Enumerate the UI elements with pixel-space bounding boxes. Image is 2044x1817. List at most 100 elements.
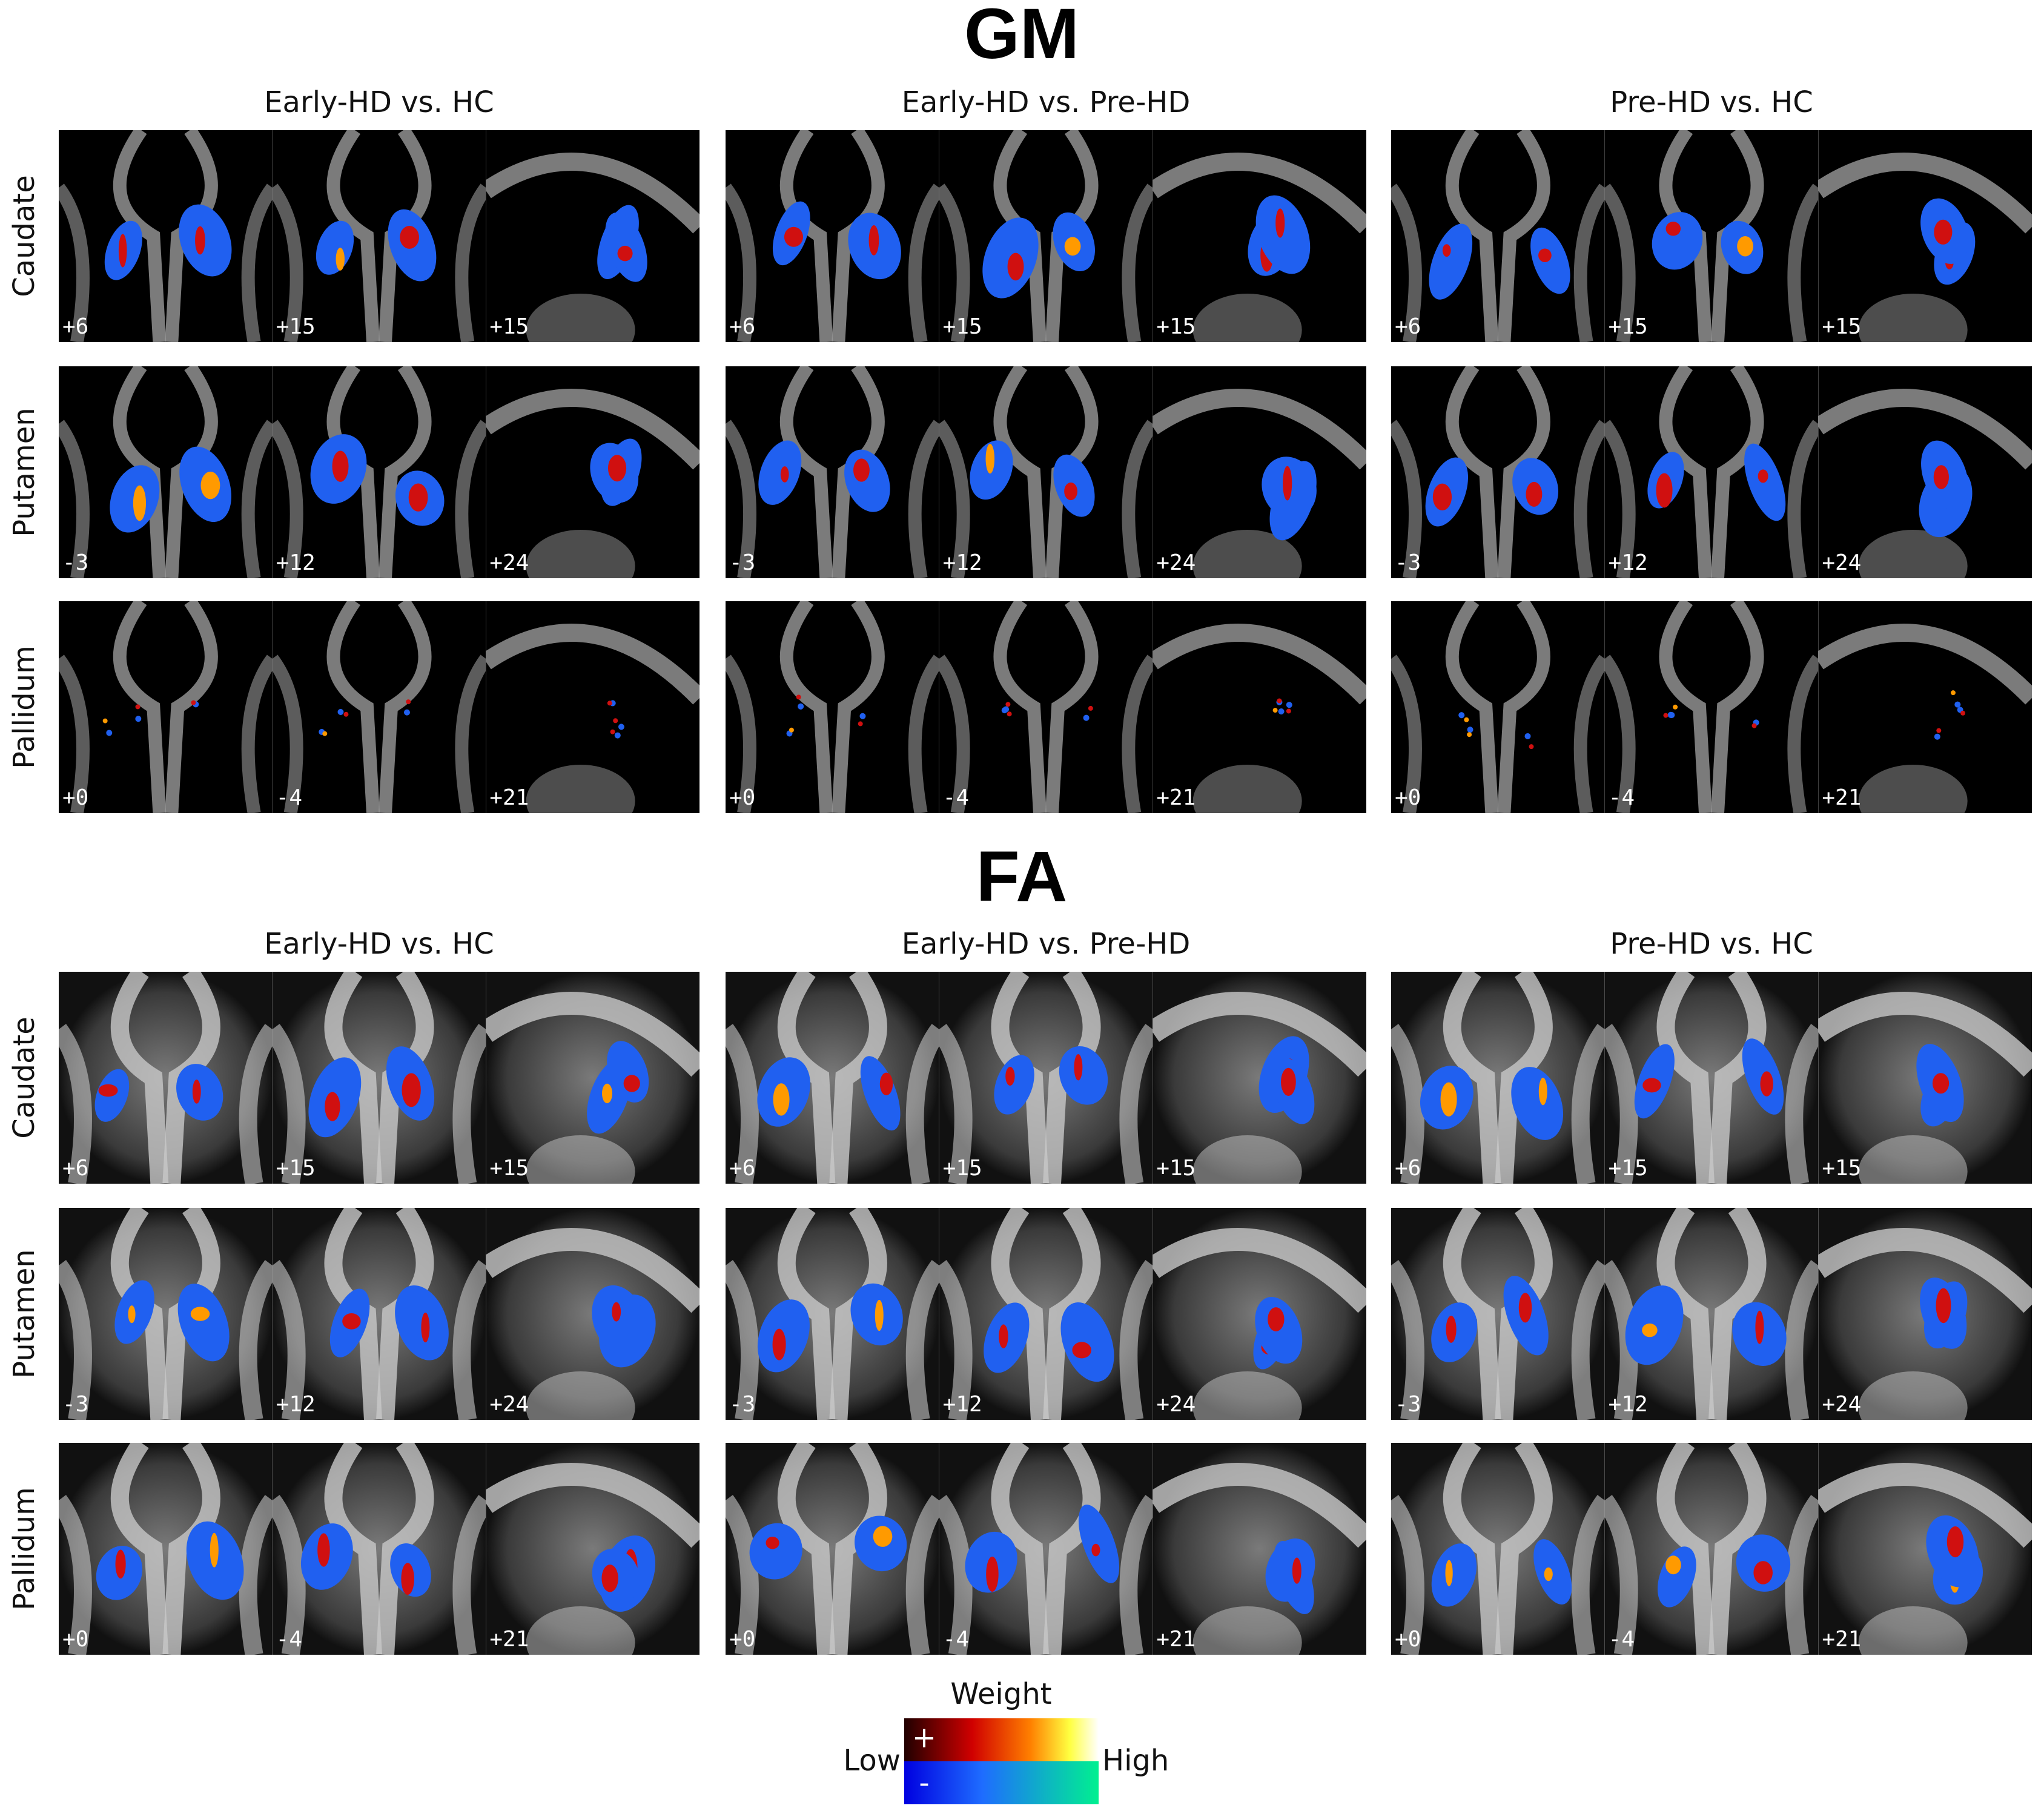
brain-structure — [777, 972, 836, 1184]
brain-structure — [1122, 655, 1153, 813]
activation-positive — [1432, 483, 1452, 511]
slice-image — [726, 972, 939, 1184]
brain-structure — [59, 1260, 92, 1420]
brain-structure — [1818, 389, 2032, 470]
image-panel: +0 -4 +21 — [59, 601, 700, 813]
slice-image — [1604, 1208, 1819, 1420]
brain-structure — [1571, 1495, 1605, 1655]
activation-positive — [343, 711, 349, 717]
image-panel: +0 -4 +21 — [1391, 1443, 2032, 1655]
slice-background — [272, 366, 486, 578]
brain-structure — [486, 1228, 700, 1313]
brain-structure — [526, 765, 635, 813]
slice-image — [59, 972, 273, 1184]
brain-structure — [1656, 1443, 1715, 1655]
brain-structure — [526, 1371, 635, 1420]
slice-coordinate: +0 — [62, 785, 88, 810]
slice-coordinate: -3 — [62, 550, 88, 575]
brain-structure — [939, 183, 970, 342]
brain-structure — [908, 655, 939, 813]
activation-positive — [210, 1532, 219, 1568]
activation-positive — [789, 727, 794, 733]
slice-image — [59, 1208, 273, 1420]
brain-structure — [1708, 1208, 1767, 1420]
brain-structure — [241, 183, 273, 342]
slice-background — [1391, 601, 1605, 813]
activation-positive — [879, 1072, 893, 1096]
brain-structure — [110, 972, 169, 1184]
activation-positive — [986, 1556, 999, 1592]
brain-structure — [272, 655, 303, 813]
slice-coordinate: +24 — [1822, 1392, 1861, 1417]
brain-structure — [452, 1495, 486, 1655]
activation-negative — [1954, 701, 1961, 708]
activation-positive — [401, 1563, 414, 1595]
image-panel: -3 +12 +24 — [726, 366, 1367, 578]
brain-structure — [486, 153, 700, 234]
slice-image — [1818, 366, 2032, 578]
slice-coordinate: +6 — [1395, 314, 1421, 339]
activation-positive — [853, 458, 870, 482]
brain-structure — [1573, 655, 1605, 813]
slice-coordinate: -4 — [1609, 1627, 1635, 1652]
activation-positive — [191, 700, 196, 705]
activation-positive — [1936, 728, 1942, 733]
brain-structure — [1818, 1228, 2032, 1313]
slice-coordinate: +21 — [489, 785, 529, 810]
activation-positive — [1529, 744, 1534, 750]
brain-structure — [239, 1024, 273, 1184]
brain-structure — [165, 601, 218, 813]
section-title: GM — [964, 0, 1079, 74]
brain-structure — [1604, 655, 1636, 813]
slice-coordinate: +15 — [1156, 314, 1196, 339]
slice-image — [1818, 1208, 2032, 1420]
brain-structure — [1858, 765, 1968, 813]
brain-structure — [1604, 1495, 1638, 1655]
brain-structure — [110, 1443, 169, 1655]
brain-structure — [908, 420, 939, 578]
slice-coordinate: +0 — [729, 1627, 755, 1652]
slice-coordinate: +15 — [943, 314, 982, 339]
slice-background — [726, 601, 939, 813]
activation-positive — [336, 248, 345, 271]
slice-image — [1153, 130, 1367, 342]
brain-structure — [1711, 601, 1764, 813]
activation-positive — [1934, 219, 1953, 245]
brain-structure — [1787, 420, 1819, 578]
activation-positive — [332, 450, 349, 482]
brain-structure — [1391, 420, 1422, 578]
slice-coordinate: +24 — [1822, 550, 1861, 575]
slice-image — [272, 1208, 486, 1420]
brain-structure — [455, 183, 486, 342]
slice-coordinate: +24 — [489, 550, 529, 575]
slice-coordinate: +24 — [1156, 550, 1196, 575]
activation-positive — [98, 1084, 118, 1097]
slice-coordinate: +15 — [489, 314, 529, 339]
brain-structure — [1391, 1260, 1424, 1420]
activation-positive — [1446, 1316, 1457, 1343]
activation-positive — [1753, 1561, 1773, 1585]
slice-background — [1604, 601, 1819, 813]
activation-positive — [1440, 1082, 1457, 1116]
activation-positive — [195, 226, 205, 255]
activation-positive — [1277, 698, 1282, 704]
slice-image — [486, 972, 700, 1184]
image-panel: +6 +15 +15 — [726, 130, 1367, 342]
brain-structure — [1153, 153, 1367, 234]
colorbar-plus: + — [912, 1721, 936, 1755]
brain-structure — [326, 130, 380, 342]
activation-positive — [1064, 482, 1078, 501]
activation-positive — [1665, 1555, 1681, 1575]
activation-negative — [179, 204, 232, 277]
activation-positive — [607, 701, 612, 706]
slice-image — [726, 366, 939, 578]
activation-negative — [1467, 727, 1473, 733]
activation-positive — [766, 1537, 779, 1549]
slice-image — [1604, 366, 1819, 578]
slice-coordinate: +21 — [489, 1627, 529, 1652]
activation-positive — [1526, 481, 1543, 507]
activation-negative — [592, 1285, 646, 1355]
activation-positive — [1544, 1567, 1553, 1581]
brain-structure — [1119, 1260, 1153, 1420]
activation-positive — [1751, 723, 1757, 728]
